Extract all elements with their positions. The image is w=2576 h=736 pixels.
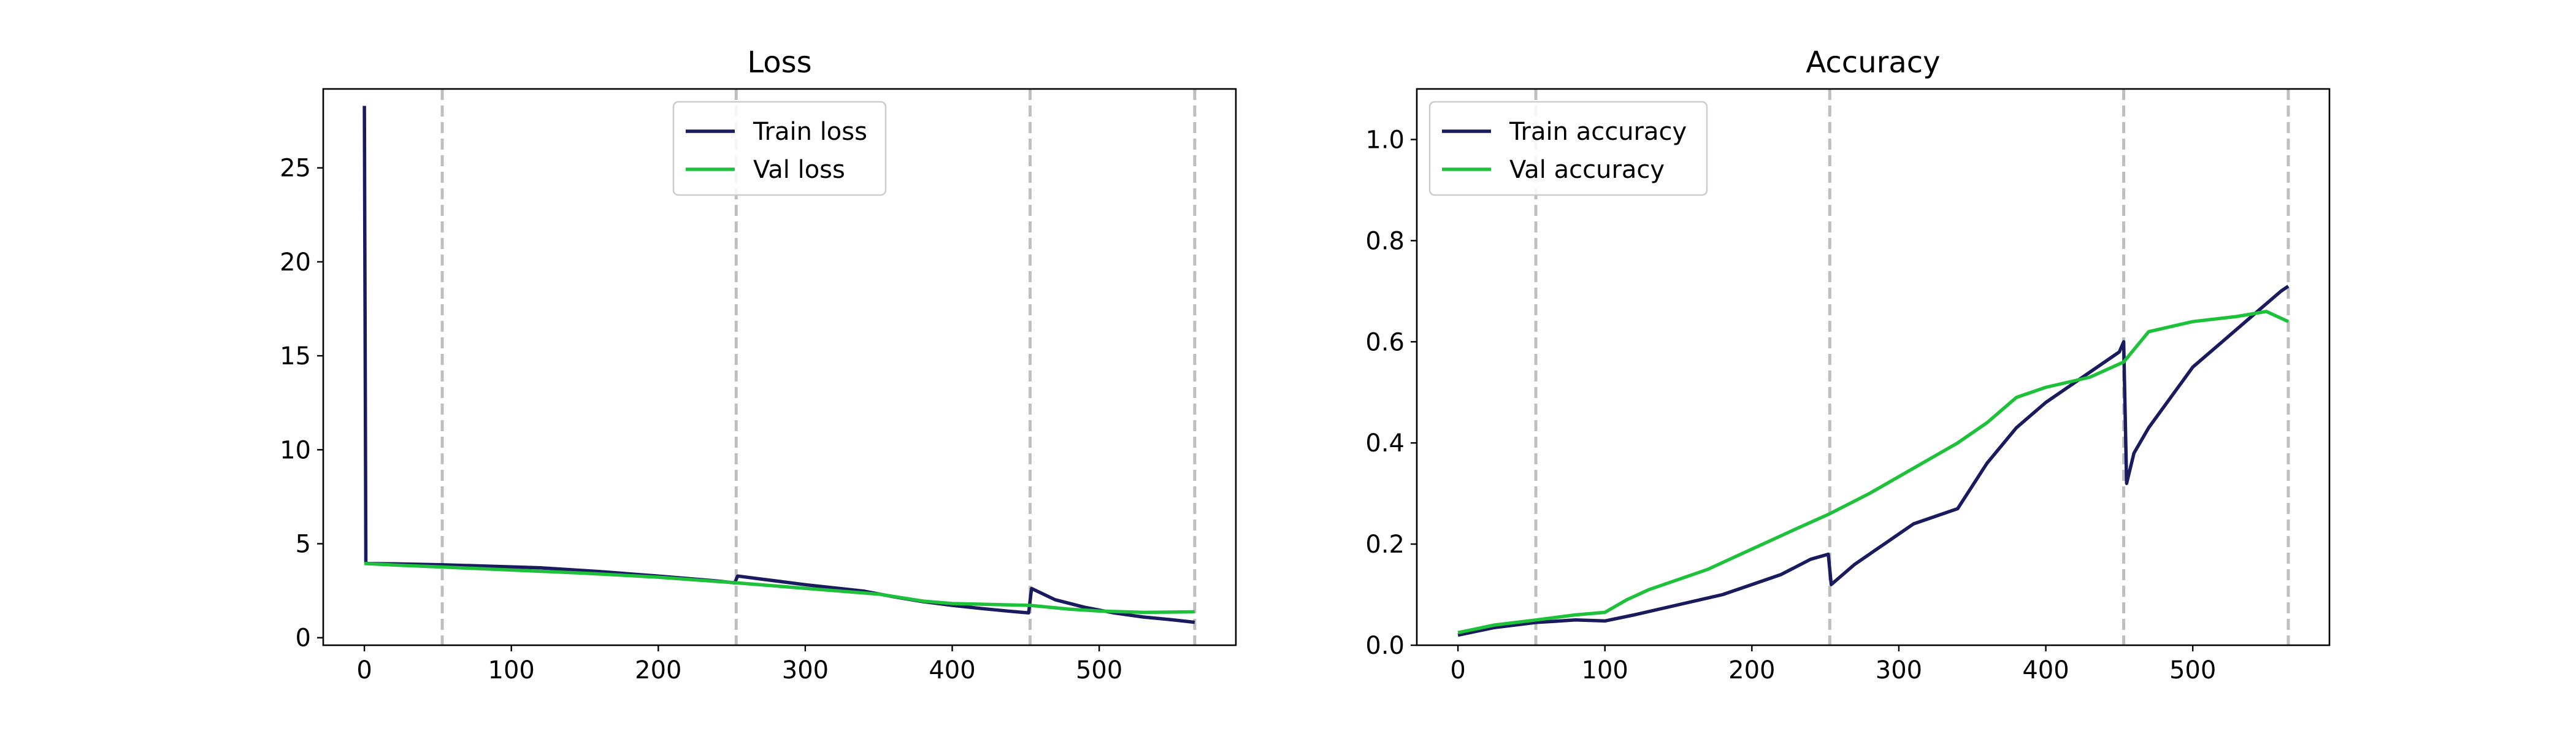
loss-legend-label-0: Train loss (753, 118, 867, 146)
accuracy-legend-label-0: Train accuracy (1509, 118, 1687, 146)
loss-y-tick-label-1: 5 (296, 531, 311, 559)
accuracy-legend-label-1: Val accuracy (1509, 156, 1665, 184)
accuracy-chart: Accuracy 0 100 200 300 400 500 0.0 0.2 0.4 0.6 0.8… (1365, 45, 2331, 684)
loss-series-0-line (362, 105, 1195, 624)
accuracy-legend: Train accuracy Val accuracy (1428, 101, 1708, 196)
accuracy-x-tick-label-4: 400 (2022, 656, 2069, 684)
loss-legend-label-1: Val loss (753, 156, 845, 184)
accuracy-y-tick-label-5: 1.0 (1365, 126, 1405, 154)
loss-y-tick-label-0: 0 (296, 624, 311, 653)
accuracy-x-tick-label-3: 300 (1876, 656, 1922, 684)
loss-y-tick-label-4: 20 (280, 248, 311, 277)
loss-x-tick-label-3: 300 (782, 656, 829, 684)
loss-x-tick-label-4: 400 (929, 656, 975, 684)
loss-legend-box (672, 101, 887, 196)
accuracy-x-tick-label-5: 500 (2169, 656, 2216, 684)
accuracy-y-tick-label-4: 0.8 (1365, 227, 1405, 255)
loss-axes-frame (322, 88, 1237, 646)
loss-series-1-line (364, 561, 1195, 615)
loss-x-tick-label-0: 0 (356, 656, 372, 684)
accuracy-y-tick-label-2: 0.4 (1365, 429, 1405, 458)
accuracy-x-tick-label-0: 0 (1450, 656, 1465, 684)
loss-x-tick-label-1: 100 (488, 656, 535, 684)
accuracy-y-tick-label-0: 0.0 (1365, 632, 1405, 660)
accuracy-legend-box (1428, 101, 1708, 196)
accuracy-chart-title: Accuracy (1806, 45, 1940, 80)
loss-y-tick-label-3: 15 (280, 342, 311, 370)
accuracy-y-tick-label-3: 0.6 (1365, 328, 1405, 356)
loss-x-tick-label-2: 200 (635, 656, 681, 684)
loss-x-tick-label-5: 500 (1076, 656, 1122, 684)
loss-chart: Loss 0 100 200 300 400 500 0 5 10 15 20 25 Train los… (280, 45, 1237, 684)
accuracy-axes-frame (1416, 88, 2331, 646)
loss-y-tick-label-2: 10 (280, 436, 311, 464)
loss-chart-title: Loss (747, 45, 811, 80)
accuracy-x-tick-label-2: 200 (1728, 656, 1775, 684)
loss-legend: Train loss Val loss (672, 101, 887, 196)
accuracy-series-1-line (1457, 310, 2290, 635)
loss-y-tick-label-5: 25 (280, 155, 311, 183)
accuracy-x-tick-label-1: 100 (1582, 656, 1628, 684)
accuracy-series-0-line (1457, 285, 2290, 637)
accuracy-y-tick-label-1: 0.2 (1365, 531, 1405, 559)
